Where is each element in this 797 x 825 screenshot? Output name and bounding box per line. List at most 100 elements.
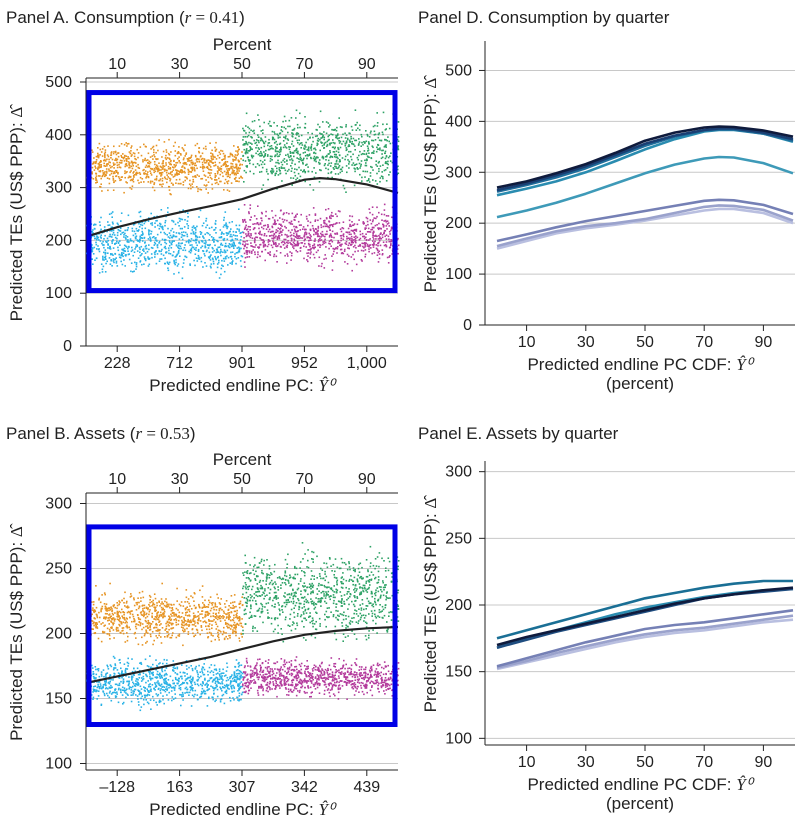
scatter-point [226, 666, 229, 668]
scatter-point [294, 244, 297, 247]
scatter-point [221, 609, 223, 611]
scatter-point [141, 636, 143, 639]
scatter-point [133, 620, 136, 623]
scatter-point [326, 143, 329, 146]
scatter-point [160, 243, 162, 246]
scatter-point [283, 158, 286, 160]
scatter-point [107, 155, 110, 158]
scatter-point [181, 619, 183, 622]
scatter-point [191, 169, 194, 172]
scatter-point [133, 174, 136, 176]
scatter-point [165, 164, 167, 166]
scatter-point [279, 153, 281, 156]
scatter-point [387, 136, 389, 138]
scatter-point [378, 257, 381, 260]
y-tick-label-A: 400 [45, 127, 72, 144]
scatter-point [380, 157, 383, 160]
scatter-point [290, 220, 293, 223]
scatter-point [219, 686, 221, 689]
scatter-point [203, 174, 206, 176]
scatter-point [267, 252, 269, 254]
scatter-point [198, 242, 201, 244]
scatter-point [385, 221, 387, 223]
scatter-point [208, 164, 211, 167]
scatter-point [234, 628, 237, 630]
scatter-point [130, 165, 133, 168]
scatter-point [261, 188, 263, 190]
scatter-point [346, 235, 348, 238]
scatter-point [223, 260, 226, 262]
scatter-point [122, 629, 124, 632]
scatter-point [226, 616, 228, 618]
scatter-point [222, 251, 224, 253]
scatter-point [153, 618, 155, 620]
scatter-point [371, 152, 373, 154]
scatter-point [192, 620, 194, 623]
scatter-point [362, 250, 365, 252]
scatter-point [296, 168, 298, 171]
scatter-point [382, 133, 384, 136]
scatter-point [295, 233, 298, 235]
scatter-point [160, 231, 162, 234]
scatter-point [397, 148, 399, 150]
scatter-point [197, 188, 199, 190]
scatter-point [160, 169, 162, 171]
scatter-point [283, 167, 286, 169]
scatter-point [112, 152, 115, 155]
scatter-point [112, 239, 114, 241]
scatter-point [309, 221, 312, 224]
scatter-point [385, 144, 387, 146]
scatter-point [349, 243, 352, 246]
scatter-point [183, 616, 185, 619]
scatter-point [162, 162, 164, 165]
scatter-point [153, 161, 156, 163]
scatter-point [149, 156, 152, 158]
scatter-point [189, 244, 191, 246]
scatter-point [98, 170, 101, 173]
scatter-point [185, 623, 188, 625]
scatter-point [369, 132, 372, 134]
scatter-point [305, 146, 307, 148]
scatter-point [208, 160, 211, 162]
scatter-point [316, 235, 319, 238]
scatter-point [181, 624, 184, 626]
scatter-point [378, 148, 380, 150]
scatter-point [242, 144, 245, 146]
scatter-point [111, 253, 113, 255]
scatter-point [298, 139, 300, 141]
scatter-point [242, 139, 244, 141]
scatter-point [215, 617, 217, 619]
scatter-point [103, 172, 105, 174]
scatter-point [218, 169, 221, 171]
scatter-point [261, 212, 263, 215]
scatter-point [345, 191, 347, 193]
scatter-point [109, 609, 112, 611]
scatter-point [122, 252, 125, 254]
scatter-point [177, 679, 180, 682]
scatter-point [206, 611, 209, 614]
scatter-point [249, 149, 251, 151]
scatter-point [126, 182, 128, 184]
scatter-point [216, 606, 218, 608]
top-tick-label-A: 50 [233, 56, 251, 73]
scatter-point [143, 686, 145, 688]
scatter-point [98, 611, 100, 614]
scatter-point [329, 151, 331, 154]
scatter-point [131, 154, 133, 156]
scatter-point [137, 152, 140, 154]
scatter-point [311, 132, 313, 135]
scatter-point [318, 126, 321, 128]
scatter-point [385, 238, 388, 240]
scatter-point [186, 606, 188, 608]
scatter-point [118, 684, 121, 687]
scatter-point [353, 236, 355, 238]
scatter-point [241, 636, 243, 638]
scatter-point [215, 179, 218, 181]
scatter-point [125, 689, 127, 692]
scatter-point [108, 178, 111, 180]
scatter-point [364, 244, 366, 246]
scatter-point [246, 246, 248, 249]
scatter-point [151, 256, 153, 259]
scatter-point [362, 245, 364, 248]
scatter-point [364, 228, 366, 230]
